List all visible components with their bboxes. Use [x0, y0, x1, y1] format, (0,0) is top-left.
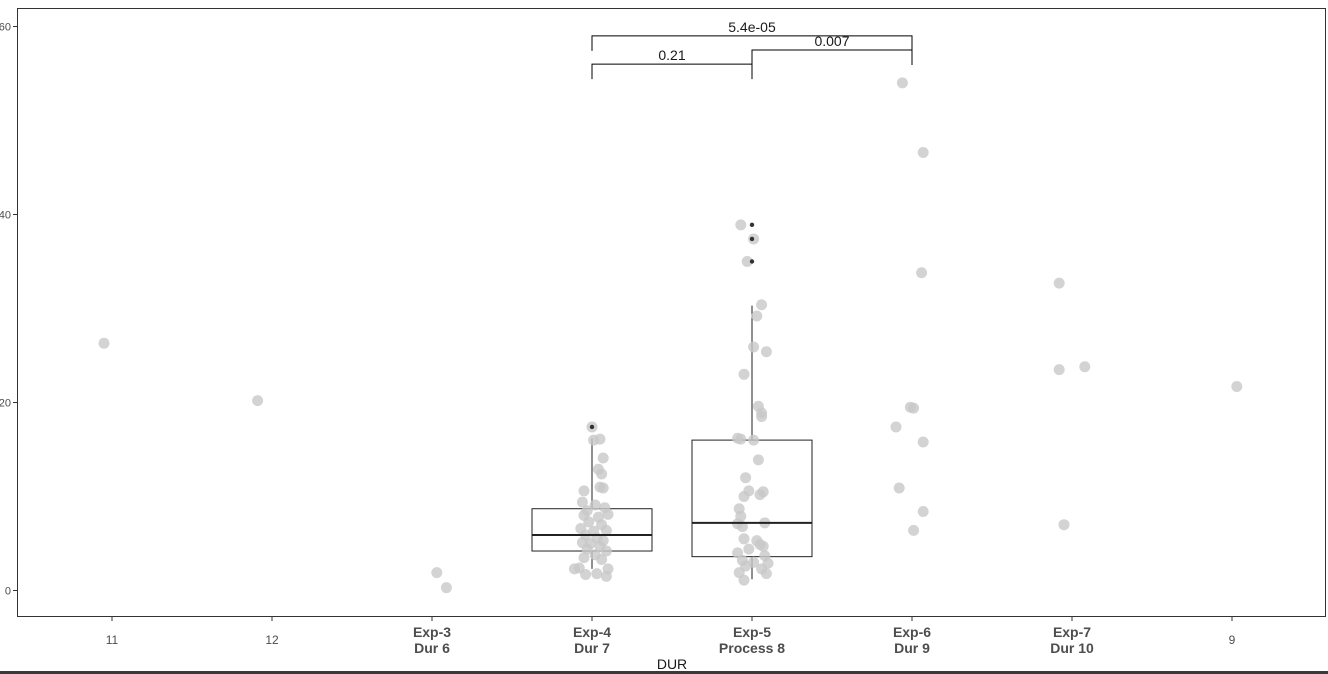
data-point [1053, 277, 1065, 289]
x-axis: 11 12 Exp-3 Dur 6 Exp-4 Dur 7 Exp-5 Process 8 Ex… [106, 617, 1236, 656]
window-bottom-edge [0, 671, 1328, 674]
x-tick-label: 9 [1229, 633, 1236, 647]
y-tick-label: 40 [0, 210, 11, 222]
data-point [576, 496, 588, 508]
data-point [760, 346, 772, 358]
data-point [602, 508, 614, 520]
data-point [736, 521, 748, 533]
data-point [740, 472, 752, 484]
box-outlier-point [749, 222, 755, 228]
data-point [580, 569, 592, 581]
data-point [916, 267, 928, 279]
data-point [583, 516, 595, 528]
data-point [748, 341, 760, 353]
data-point [597, 452, 609, 464]
data-point [1231, 381, 1243, 393]
data-point [752, 454, 764, 466]
comparison-bracket [751, 49, 913, 65]
y-tick-label: 0 [5, 586, 11, 598]
data-point [917, 506, 929, 518]
data-point [588, 434, 600, 446]
data-point [1053, 364, 1065, 376]
box-median-layer [532, 222, 812, 537]
data-point [754, 538, 766, 550]
data-point [735, 219, 747, 231]
data-point [431, 567, 443, 579]
data-point [600, 570, 612, 582]
data-point [738, 368, 750, 380]
x-tick-label: 11 [106, 633, 119, 647]
data-point [890, 421, 902, 433]
data-point [893, 482, 905, 494]
data-point [1079, 361, 1091, 373]
y-tick-label: 60 [0, 22, 11, 34]
box-outlier-point [749, 236, 755, 242]
box-layer [531, 305, 813, 580]
data-point [908, 524, 920, 536]
data-point [600, 545, 612, 557]
data-point [743, 543, 755, 555]
data-point [581, 543, 593, 555]
data-point [440, 582, 452, 594]
data-point [896, 77, 908, 89]
data-point [760, 568, 772, 580]
data-point [578, 485, 590, 497]
data-point [738, 574, 750, 586]
jitter-points-layer [98, 77, 1243, 594]
x-tick-label: Exp-3 Dur 6 [413, 624, 451, 656]
data-point [568, 563, 580, 575]
data-point [738, 491, 750, 502]
data-point [98, 337, 110, 349]
data-point [917, 436, 929, 448]
data-point [751, 310, 763, 322]
data-point [596, 553, 608, 565]
data-point [578, 552, 590, 564]
data-point [596, 468, 608, 480]
x-axis-title: DUR [657, 656, 687, 672]
comparison-bracket [591, 35, 913, 51]
y-axis: 0 20 40 60 [0, 22, 17, 598]
data-point [917, 146, 929, 158]
x-tick-label: Exp-7 Dur 10 [1050, 624, 1094, 656]
data-point [756, 299, 768, 311]
data-point [908, 402, 920, 414]
y-tick-label: 20 [0, 398, 11, 410]
data-point [600, 524, 612, 536]
data-point [738, 533, 750, 545]
data-point [756, 411, 768, 423]
data-point [591, 568, 603, 580]
x-tick-label: Exp-5 Process 8 [719, 624, 785, 656]
x-tick-label: Exp-4 Dur 7 [573, 624, 611, 656]
data-point [748, 434, 760, 446]
comparison-p-value: 0.007 [814, 33, 849, 49]
x-tick-label: 12 [265, 633, 279, 647]
data-point [597, 482, 609, 494]
box-outlier-point [589, 424, 595, 430]
data-point [741, 256, 753, 267]
plot-panel-border [17, 8, 1326, 617]
comparison-brackets: 0.21 0.007 5.4e-05 [591, 19, 913, 80]
data-point [1058, 519, 1070, 531]
box-outlier-point [749, 259, 755, 264]
data-point [735, 433, 747, 445]
comparison-p-value: 0.21 [658, 47, 685, 63]
x-tick-label: Exp-6 Dur 9 [893, 624, 931, 656]
data-point [754, 489, 766, 501]
comparison-bracket [591, 63, 753, 80]
comparison-p-value: 5.4e-05 [728, 19, 776, 35]
data-point [252, 395, 264, 407]
data-point [589, 499, 601, 511]
